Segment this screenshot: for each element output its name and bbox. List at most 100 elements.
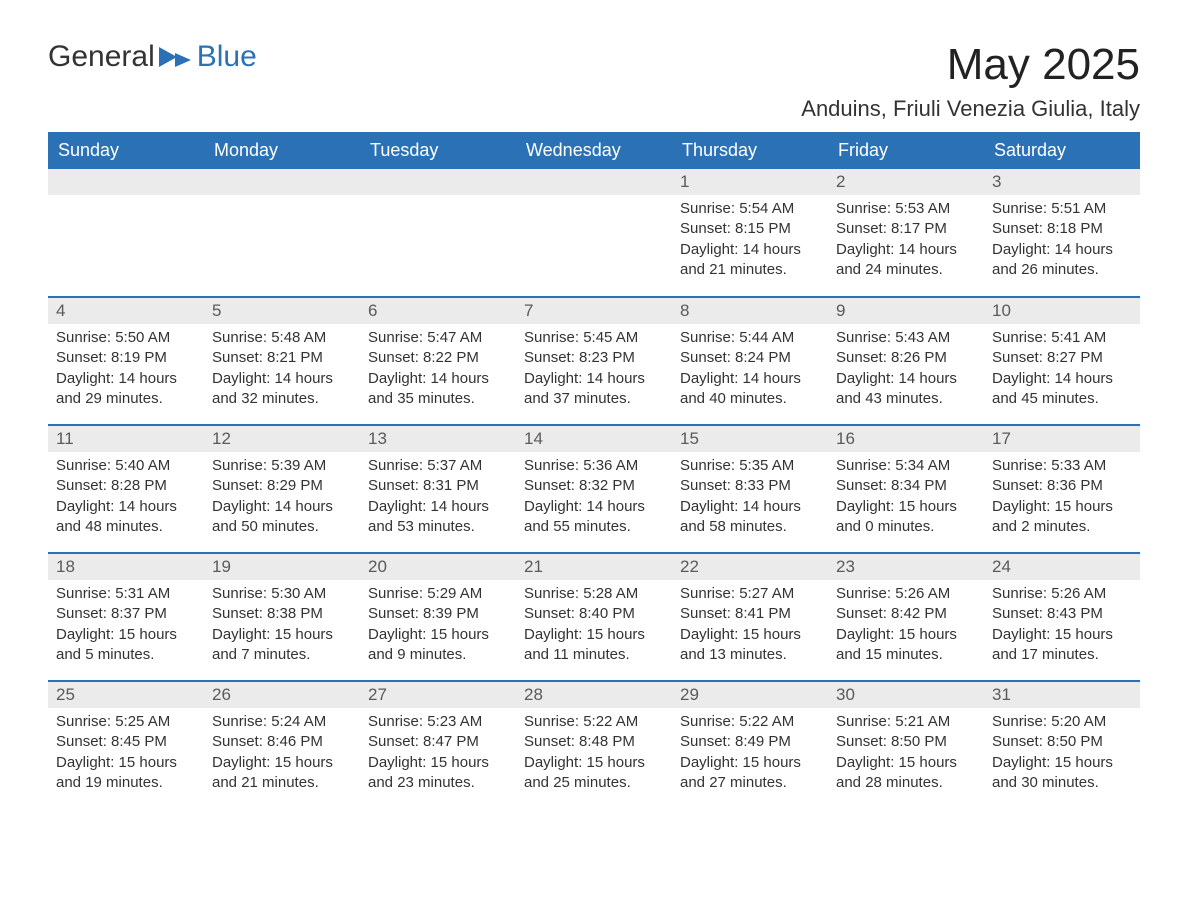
day-number: 19 <box>204 554 360 580</box>
day-body: Sunrise: 5:50 AMSunset: 8:19 PMDaylight:… <box>48 324 204 415</box>
day-body: Sunrise: 5:28 AMSunset: 8:40 PMDaylight:… <box>516 580 672 671</box>
calendar-cell: 10Sunrise: 5:41 AMSunset: 8:27 PMDayligh… <box>984 297 1140 425</box>
sunrise-text: Sunrise: 5:20 AM <box>992 712 1132 732</box>
calendar-cell: 5Sunrise: 5:48 AMSunset: 8:21 PMDaylight… <box>204 297 360 425</box>
daylight-text: Daylight: 15 hours and 23 minutes. <box>368 753 508 794</box>
daylight-text: Daylight: 14 hours and 43 minutes. <box>836 369 976 410</box>
daylight-text: Daylight: 15 hours and 11 minutes. <box>524 625 664 666</box>
sunrise-text: Sunrise: 5:36 AM <box>524 456 664 476</box>
title-block: May 2025 Anduins, Friuli Venezia Giulia,… <box>801 40 1140 122</box>
calendar-cell: 16Sunrise: 5:34 AMSunset: 8:34 PMDayligh… <box>828 425 984 553</box>
calendar-cell: 27Sunrise: 5:23 AMSunset: 8:47 PMDayligh… <box>360 681 516 809</box>
sunset-text: Sunset: 8:38 PM <box>212 604 352 624</box>
calendar-cell: 20Sunrise: 5:29 AMSunset: 8:39 PMDayligh… <box>360 553 516 681</box>
day-number: 18 <box>48 554 204 580</box>
sunrise-text: Sunrise: 5:31 AM <box>56 584 196 604</box>
day-number: 12 <box>204 426 360 452</box>
daylight-text: Daylight: 14 hours and 58 minutes. <box>680 497 820 538</box>
day-number: 25 <box>48 682 204 708</box>
day-body: Sunrise: 5:33 AMSunset: 8:36 PMDaylight:… <box>984 452 1140 543</box>
day-body: Sunrise: 5:26 AMSunset: 8:42 PMDaylight:… <box>828 580 984 671</box>
day-number: 28 <box>516 682 672 708</box>
weekday-header: Sunday <box>48 132 204 169</box>
sunset-text: Sunset: 8:36 PM <box>992 476 1132 496</box>
sunrise-text: Sunrise: 5:33 AM <box>992 456 1132 476</box>
day-body: Sunrise: 5:27 AMSunset: 8:41 PMDaylight:… <box>672 580 828 671</box>
calendar-cell: 8Sunrise: 5:44 AMSunset: 8:24 PMDaylight… <box>672 297 828 425</box>
calendar-week-row: 25Sunrise: 5:25 AMSunset: 8:45 PMDayligh… <box>48 681 1140 809</box>
day-body: Sunrise: 5:43 AMSunset: 8:26 PMDaylight:… <box>828 324 984 415</box>
weekday-header: Wednesday <box>516 132 672 169</box>
day-body: Sunrise: 5:51 AMSunset: 8:18 PMDaylight:… <box>984 195 1140 286</box>
sunset-text: Sunset: 8:27 PM <box>992 348 1132 368</box>
sunrise-text: Sunrise: 5:26 AM <box>992 584 1132 604</box>
weekday-header: Thursday <box>672 132 828 169</box>
sunset-text: Sunset: 8:45 PM <box>56 732 196 752</box>
day-number: 11 <box>48 426 204 452</box>
daylight-text: Daylight: 15 hours and 2 minutes. <box>992 497 1132 538</box>
sunrise-text: Sunrise: 5:40 AM <box>56 456 196 476</box>
sunrise-text: Sunrise: 5:39 AM <box>212 456 352 476</box>
daylight-text: Daylight: 14 hours and 53 minutes. <box>368 497 508 538</box>
sunset-text: Sunset: 8:15 PM <box>680 219 820 239</box>
sunrise-text: Sunrise: 5:30 AM <box>212 584 352 604</box>
calendar-cell: 17Sunrise: 5:33 AMSunset: 8:36 PMDayligh… <box>984 425 1140 553</box>
calendar-cell: 13Sunrise: 5:37 AMSunset: 8:31 PMDayligh… <box>360 425 516 553</box>
day-number: 3 <box>984 169 1140 195</box>
sunset-text: Sunset: 8:40 PM <box>524 604 664 624</box>
daylight-text: Daylight: 15 hours and 7 minutes. <box>212 625 352 666</box>
day-number: 7 <box>516 298 672 324</box>
sunrise-text: Sunrise: 5:53 AM <box>836 199 976 219</box>
calendar-cell: 3Sunrise: 5:51 AMSunset: 8:18 PMDaylight… <box>984 169 1140 297</box>
day-body: Sunrise: 5:34 AMSunset: 8:34 PMDaylight:… <box>828 452 984 543</box>
day-body: Sunrise: 5:36 AMSunset: 8:32 PMDaylight:… <box>516 452 672 543</box>
sunset-text: Sunset: 8:28 PM <box>56 476 196 496</box>
sunset-text: Sunset: 8:32 PM <box>524 476 664 496</box>
daylight-text: Daylight: 14 hours and 21 minutes. <box>680 240 820 281</box>
sunrise-text: Sunrise: 5:29 AM <box>368 584 508 604</box>
weekday-header: Tuesday <box>360 132 516 169</box>
day-number: 29 <box>672 682 828 708</box>
sunrise-text: Sunrise: 5:22 AM <box>680 712 820 732</box>
daylight-text: Daylight: 14 hours and 40 minutes. <box>680 369 820 410</box>
day-number: 6 <box>360 298 516 324</box>
day-number: 22 <box>672 554 828 580</box>
month-title: May 2025 <box>801 40 1140 90</box>
day-body: Sunrise: 5:35 AMSunset: 8:33 PMDaylight:… <box>672 452 828 543</box>
sunrise-text: Sunrise: 5:28 AM <box>524 584 664 604</box>
sunset-text: Sunset: 8:19 PM <box>56 348 196 368</box>
day-body: Sunrise: 5:30 AMSunset: 8:38 PMDaylight:… <box>204 580 360 671</box>
sunrise-text: Sunrise: 5:54 AM <box>680 199 820 219</box>
day-body: Sunrise: 5:23 AMSunset: 8:47 PMDaylight:… <box>360 708 516 799</box>
sunset-text: Sunset: 8:21 PM <box>212 348 352 368</box>
day-body: Sunrise: 5:24 AMSunset: 8:46 PMDaylight:… <box>204 708 360 799</box>
calendar-cell <box>48 169 204 297</box>
calendar-cell: 25Sunrise: 5:25 AMSunset: 8:45 PMDayligh… <box>48 681 204 809</box>
calendar-week-row: 4Sunrise: 5:50 AMSunset: 8:19 PMDaylight… <box>48 297 1140 425</box>
sunrise-text: Sunrise: 5:47 AM <box>368 328 508 348</box>
day-number: 26 <box>204 682 360 708</box>
day-number: 17 <box>984 426 1140 452</box>
brand-left: General <box>48 40 155 74</box>
sunset-text: Sunset: 8:47 PM <box>368 732 508 752</box>
sunset-text: Sunset: 8:42 PM <box>836 604 976 624</box>
day-number: 2 <box>828 169 984 195</box>
day-number: 21 <box>516 554 672 580</box>
day-number: 15 <box>672 426 828 452</box>
sunrise-text: Sunrise: 5:48 AM <box>212 328 352 348</box>
day-number: 14 <box>516 426 672 452</box>
daylight-text: Daylight: 15 hours and 15 minutes. <box>836 625 976 666</box>
day-number <box>204 169 360 195</box>
sunset-text: Sunset: 8:17 PM <box>836 219 976 239</box>
calendar-cell: 4Sunrise: 5:50 AMSunset: 8:19 PMDaylight… <box>48 297 204 425</box>
logo-flag-icon <box>159 45 193 69</box>
day-number: 1 <box>672 169 828 195</box>
day-body: Sunrise: 5:37 AMSunset: 8:31 PMDaylight:… <box>360 452 516 543</box>
day-number: 30 <box>828 682 984 708</box>
daylight-text: Daylight: 14 hours and 50 minutes. <box>212 497 352 538</box>
day-number: 9 <box>828 298 984 324</box>
sunrise-text: Sunrise: 5:50 AM <box>56 328 196 348</box>
location-subtitle: Anduins, Friuli Venezia Giulia, Italy <box>801 96 1140 122</box>
sunset-text: Sunset: 8:29 PM <box>212 476 352 496</box>
day-number <box>48 169 204 195</box>
